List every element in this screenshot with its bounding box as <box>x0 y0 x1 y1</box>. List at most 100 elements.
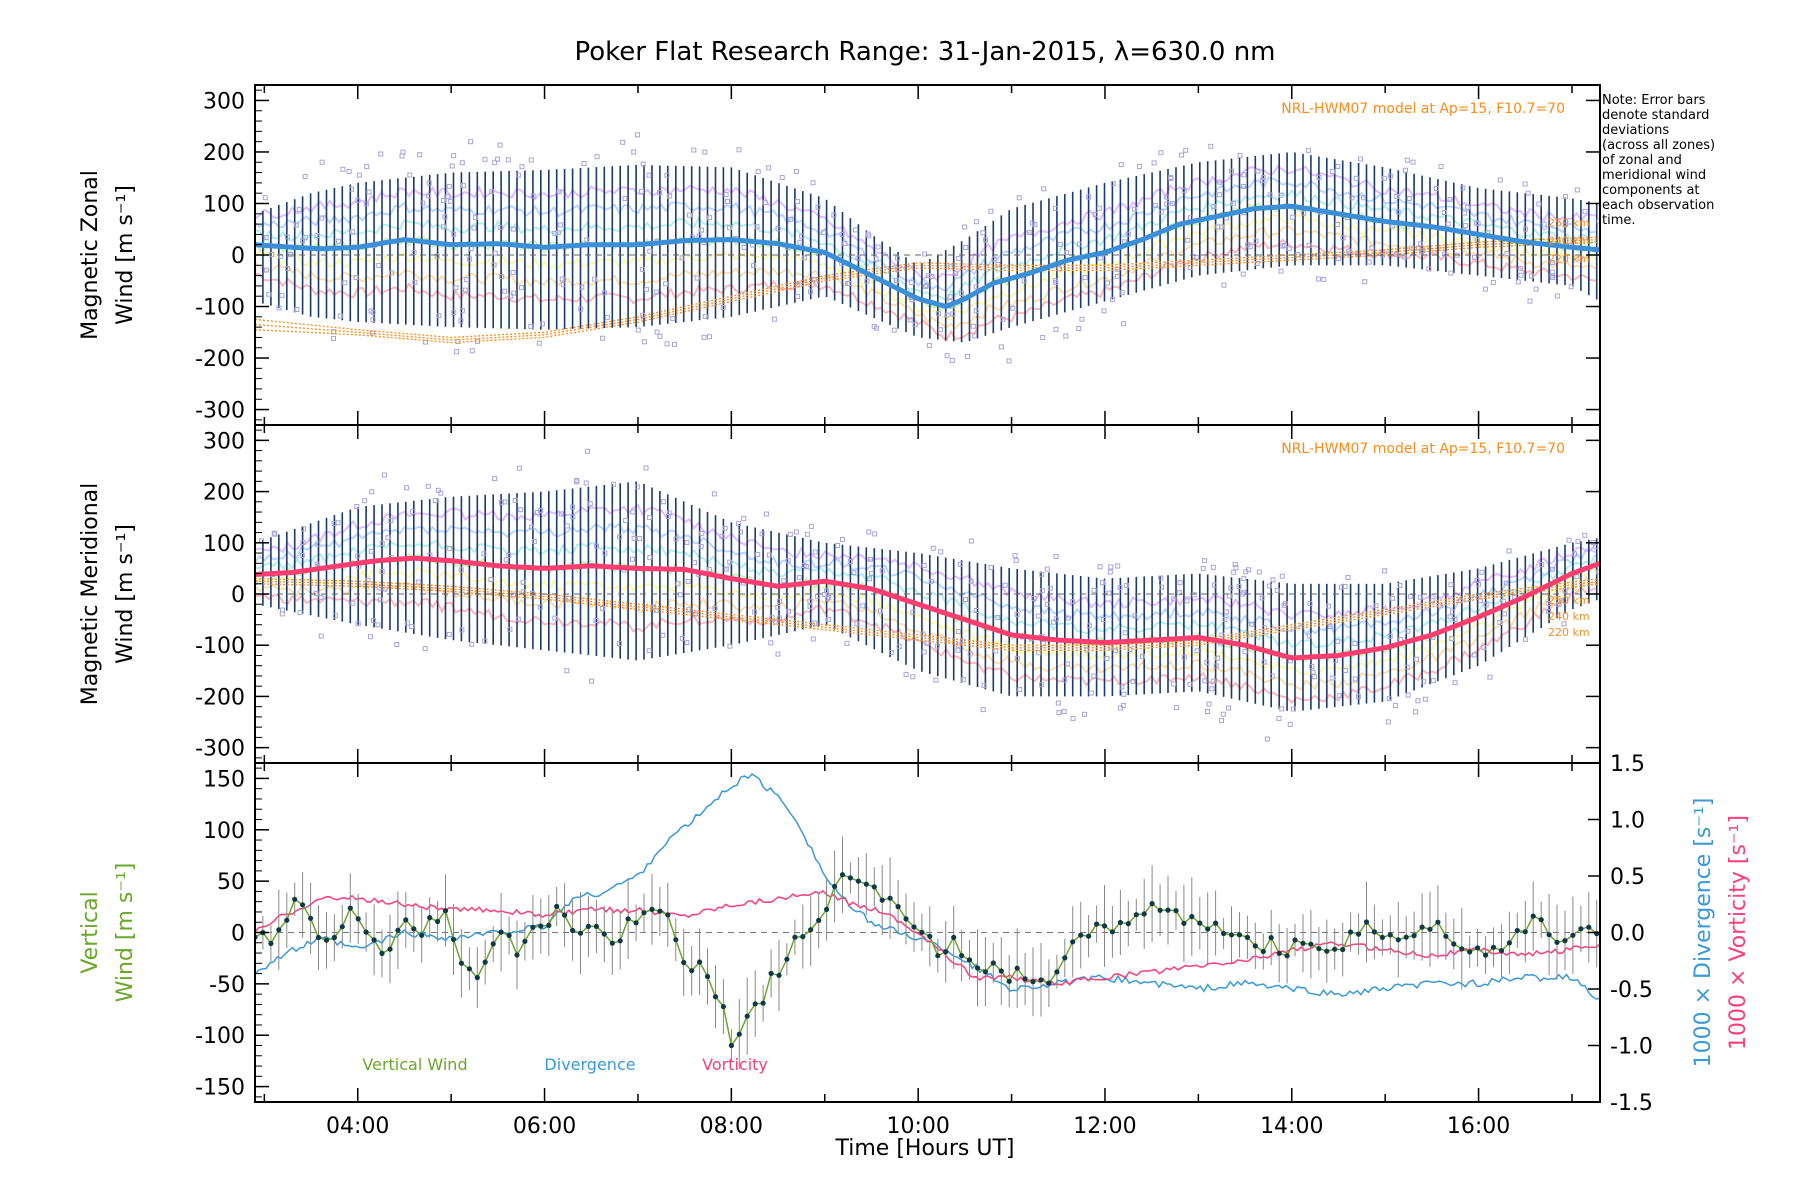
scatter-box <box>653 289 659 295</box>
scatter-box <box>751 263 757 268</box>
scatter-box <box>1106 590 1112 596</box>
scatter-box <box>620 139 626 145</box>
scatter-box <box>1064 250 1070 255</box>
scatter-box <box>1394 193 1400 199</box>
scatter-box <box>1039 571 1045 577</box>
vertical-wind-marker <box>1268 935 1274 941</box>
scatter-box <box>959 290 964 296</box>
vertical-wind-marker <box>1062 955 1068 961</box>
scatter-box <box>953 270 959 276</box>
scatter-box <box>1055 700 1061 706</box>
scatter-box <box>973 308 979 314</box>
scatter-box <box>432 498 438 503</box>
vertical-wind-marker <box>530 924 536 930</box>
scatter-box <box>1449 636 1455 642</box>
scatter-box <box>1437 603 1443 609</box>
vertical-wind-marker <box>363 929 369 935</box>
scatter-box <box>1582 532 1588 538</box>
scatter-box <box>1210 564 1216 570</box>
scatter-box <box>491 262 497 268</box>
vertical-wind-marker <box>323 937 330 943</box>
scatter-box <box>1041 186 1047 192</box>
vertical-wind-marker <box>649 906 655 913</box>
scatter-box <box>1191 592 1197 598</box>
scatter-box <box>1593 544 1599 550</box>
vertical-wind-marker <box>1276 950 1282 957</box>
scatter-box <box>835 543 841 548</box>
vertical-wind-marker <box>498 929 504 935</box>
scatter-box <box>1301 210 1307 216</box>
scatter-box <box>1326 603 1331 609</box>
vertical-wind-marker <box>1498 948 1505 954</box>
scatter-box <box>959 638 965 644</box>
scatter-box <box>634 484 640 490</box>
scatter-box <box>1184 598 1190 604</box>
scatter-box <box>666 193 672 199</box>
vertical-wind-marker <box>1006 978 1012 984</box>
scatter-box <box>482 156 488 162</box>
scatter-box <box>515 616 521 622</box>
scatter-box <box>560 282 566 288</box>
scatter-box <box>1503 580 1509 586</box>
scatter-box <box>461 183 466 189</box>
vertical-wind-marker <box>411 926 417 932</box>
scatter-box <box>331 521 337 526</box>
vertical-wind-marker <box>601 931 607 937</box>
scatter-box <box>968 578 974 584</box>
scatter-box <box>970 323 976 329</box>
scatter-box <box>635 327 641 333</box>
scatter-box <box>752 609 758 615</box>
vertical-wind-marker <box>982 969 989 975</box>
scatter-box <box>1442 251 1448 257</box>
scatter-box <box>528 157 534 163</box>
scatter-box <box>492 250 498 256</box>
zone-trace <box>255 165 1596 282</box>
scatter-box <box>556 189 562 195</box>
scatter-box <box>1414 656 1419 662</box>
scatter-box <box>684 539 690 545</box>
scatter-box <box>636 536 642 542</box>
scatter-box <box>1452 616 1458 622</box>
scatter-box <box>1016 195 1022 201</box>
scatter-box <box>853 227 858 233</box>
vertical-wind-marker <box>419 932 425 938</box>
scatter-box <box>1404 157 1410 163</box>
scatter-box <box>822 592 827 597</box>
vertical-wind-marker <box>617 938 623 944</box>
model-line-model_250km <box>255 577 1600 646</box>
x-tick-label: 04:00 <box>326 1114 389 1139</box>
scatter-box <box>1515 279 1521 285</box>
vertical-wind-marker <box>1030 979 1036 985</box>
scatter-box <box>1413 709 1418 715</box>
scatter-box <box>864 278 870 284</box>
scatter-box <box>679 635 685 641</box>
vertical-wind-marker <box>966 957 973 963</box>
scatter-box <box>507 626 513 632</box>
scatter-box <box>518 507 524 513</box>
scatter-box <box>810 180 816 186</box>
scatter-box <box>589 678 595 684</box>
scatter-box <box>799 233 805 239</box>
scatter-box <box>416 579 422 585</box>
scatter-box <box>769 615 775 621</box>
scatter-box <box>775 604 781 610</box>
scatter-box <box>1482 286 1488 292</box>
scatter-box <box>1222 617 1228 622</box>
scatter-box <box>661 499 667 505</box>
scatter-box <box>1349 195 1355 201</box>
scatter-box <box>379 541 385 547</box>
scatter-box <box>1202 558 1208 564</box>
scatter-box <box>446 631 452 637</box>
scatter-box <box>660 632 666 638</box>
scatter-box <box>872 531 878 537</box>
scatter-box <box>318 633 324 639</box>
scatter-box <box>369 489 375 495</box>
scatter-box <box>956 255 962 261</box>
vertical-wind-marker <box>347 905 353 911</box>
zone-trace <box>255 225 1596 330</box>
scatter-box <box>279 292 285 298</box>
scatter-box <box>301 526 306 532</box>
scatter-box <box>873 256 879 262</box>
scatter-box <box>1183 147 1189 153</box>
panel-plot-area <box>255 773 1600 1070</box>
